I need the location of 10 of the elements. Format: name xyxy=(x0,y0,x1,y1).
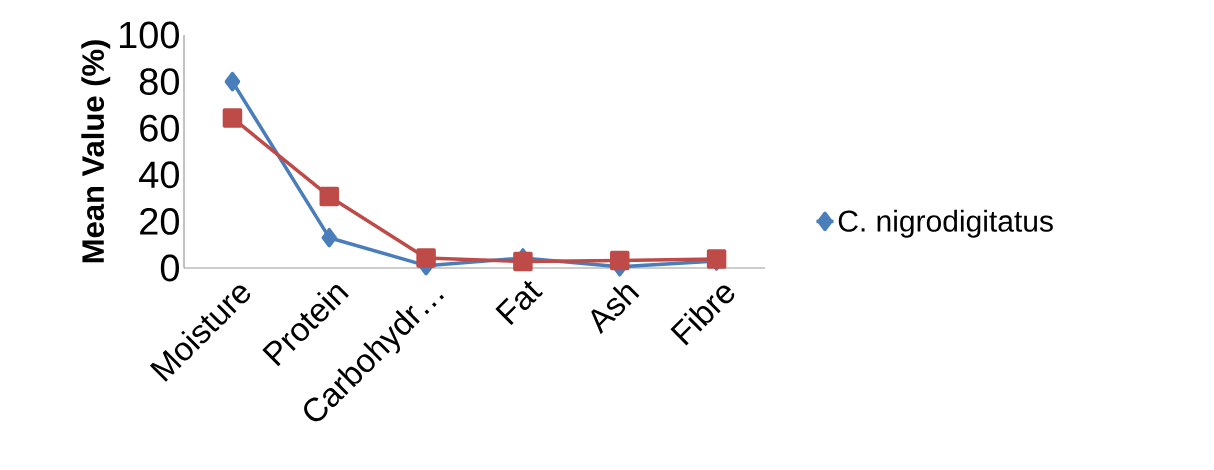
y-tick-label: 80 xyxy=(139,68,179,96)
legend-label: C. nigrodigitatus xyxy=(838,209,1053,238)
x-tick-label: Ash xyxy=(591,285,640,335)
y-tick-label: 60 xyxy=(140,114,179,142)
y-axis-title: Mean Value (%) xyxy=(81,40,111,263)
y-tick-label: 40 xyxy=(139,161,179,189)
x-tick-label: Fat xyxy=(495,280,543,326)
y-tick-label: 100 xyxy=(119,21,179,49)
y-tick-label: 0 xyxy=(160,254,179,282)
y-tick-label: 20 xyxy=(140,207,179,235)
